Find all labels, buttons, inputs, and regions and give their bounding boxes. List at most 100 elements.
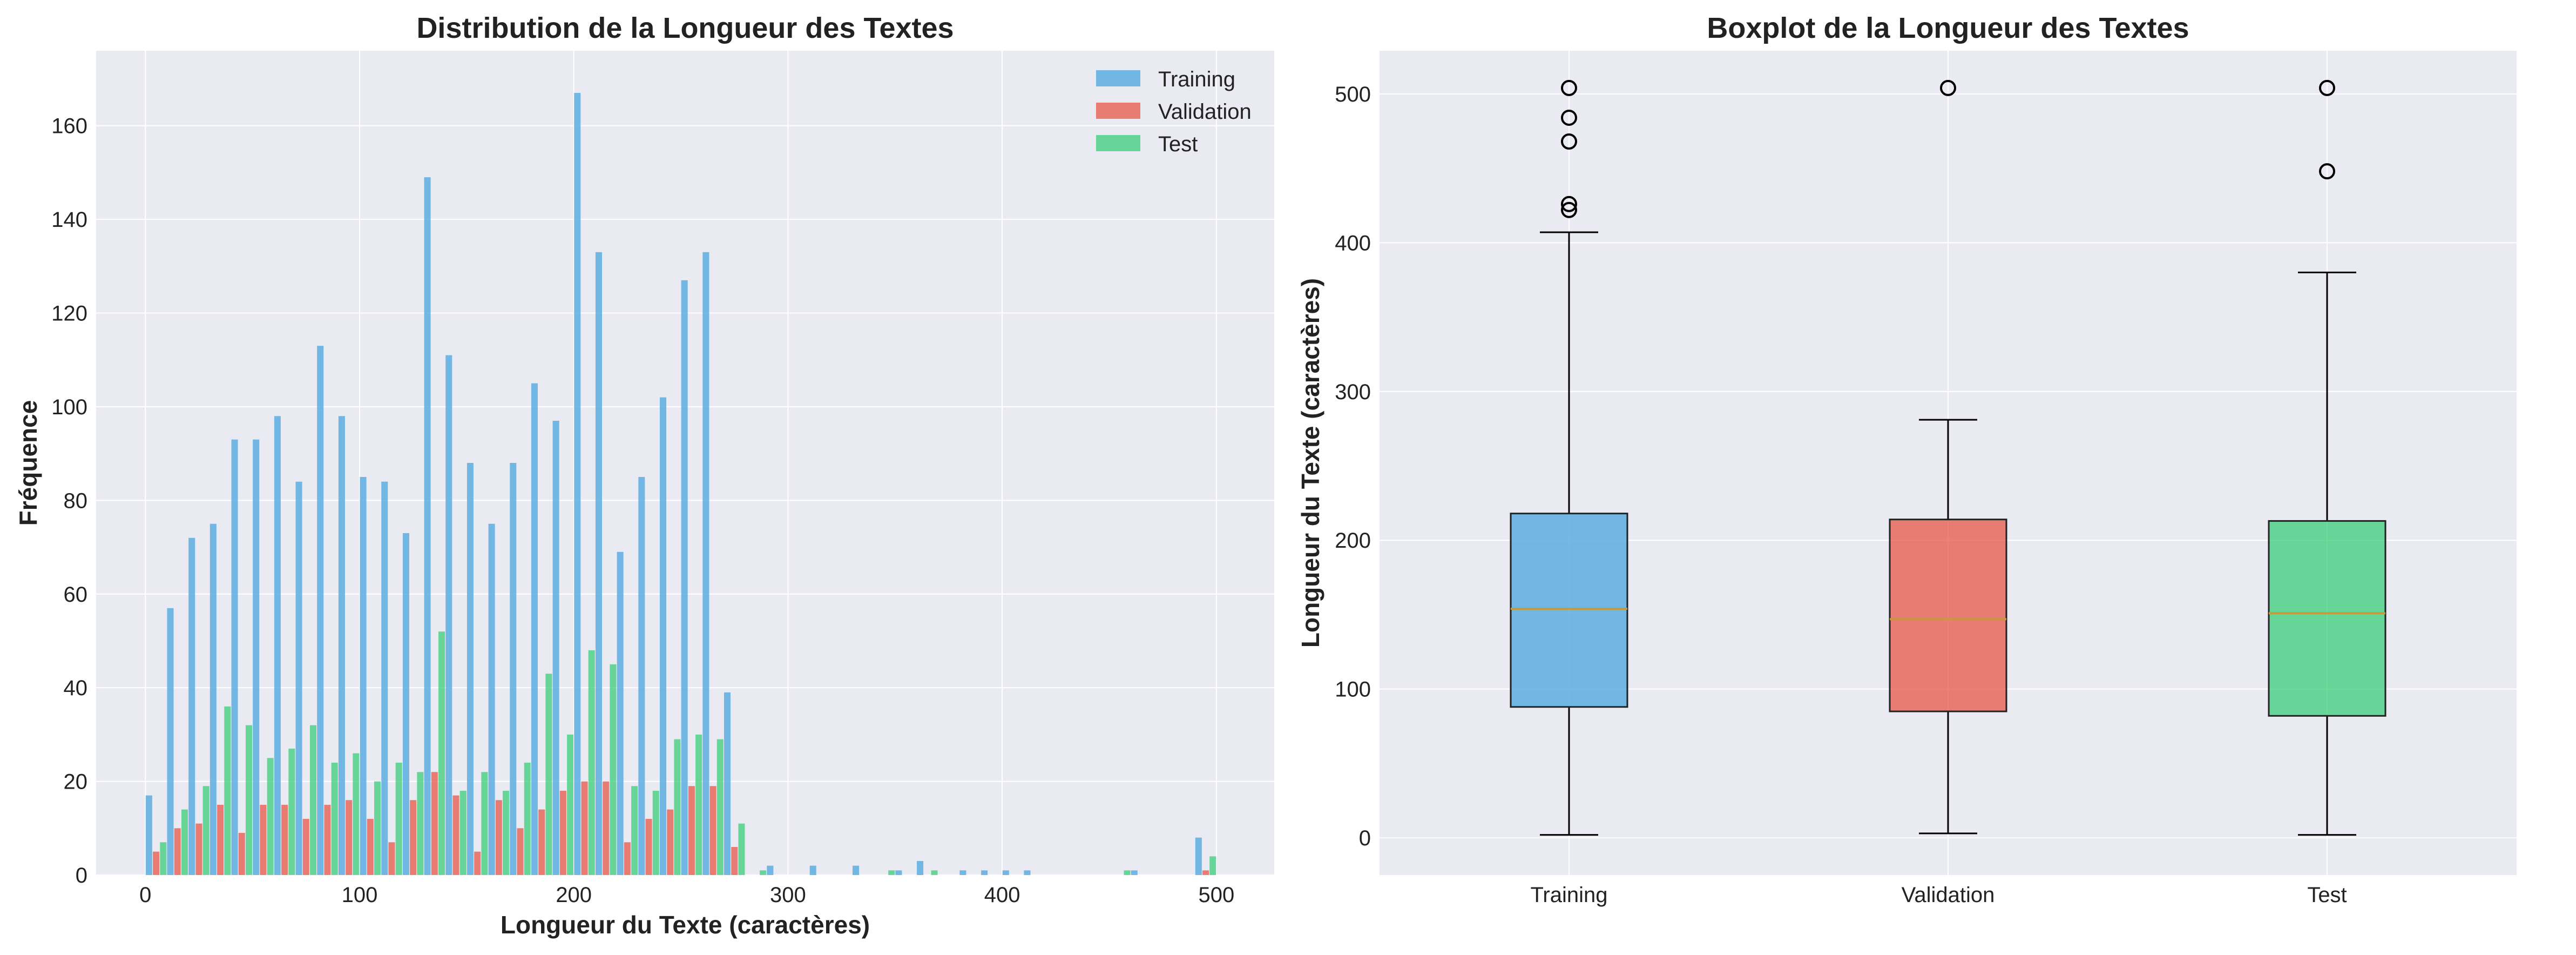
bar-test bbox=[417, 772, 424, 875]
box-test bbox=[2268, 79, 2386, 836]
bar-training bbox=[617, 552, 624, 875]
box-body bbox=[1889, 519, 2007, 712]
histogram-y-axis-label: Fréquence bbox=[14, 400, 42, 526]
boxplot-y-axis-label: Longueur du Texte (caractères) bbox=[1296, 278, 1324, 648]
y-tick-label: 0 bbox=[76, 864, 87, 887]
bar-training bbox=[510, 463, 517, 875]
y-tick-label: 40 bbox=[64, 676, 88, 700]
y-tick-label: 160 bbox=[51, 115, 87, 138]
bar-test bbox=[695, 734, 702, 875]
bar-test bbox=[524, 762, 531, 875]
bar-test bbox=[331, 762, 338, 875]
bar-training bbox=[917, 860, 924, 875]
y-tick-label: 80 bbox=[64, 489, 88, 513]
bar-training bbox=[702, 252, 709, 875]
bar-training bbox=[209, 523, 217, 875]
bar-training bbox=[445, 355, 452, 875]
legend-swatch-training bbox=[1096, 70, 1140, 86]
bar-training bbox=[145, 795, 152, 875]
y-tick-label: 200 bbox=[1335, 529, 1371, 553]
bar-validation bbox=[346, 800, 353, 875]
x-tick-label: Validation bbox=[1902, 883, 1995, 907]
bar-training bbox=[895, 870, 902, 875]
bar-test bbox=[1124, 870, 1131, 875]
bar-training bbox=[424, 177, 431, 875]
bar-training bbox=[274, 416, 281, 875]
y-tick-label: 60 bbox=[64, 583, 88, 607]
boxplot-title: Boxplot de la Longueur des Textes bbox=[1707, 12, 2189, 44]
bar-test bbox=[288, 748, 295, 875]
bar-training bbox=[724, 692, 731, 875]
bar-test bbox=[181, 809, 188, 875]
histogram-x-axis-label: Longueur du Texte (caractères) bbox=[501, 911, 870, 939]
histogram-panel: 0 20 40 60 80 100 120 140 160 0 100 200 300 400 500 Di… bbox=[14, 12, 1274, 939]
outlier-point bbox=[1561, 196, 1577, 212]
y-tick-label: 0 bbox=[1359, 826, 1371, 850]
bar-training bbox=[1131, 870, 1138, 875]
bar-training bbox=[381, 481, 388, 875]
bar-validation bbox=[495, 800, 502, 875]
y-tick-label: 300 bbox=[1335, 380, 1371, 404]
y-tick-label: 400 bbox=[1335, 231, 1371, 255]
bar-training bbox=[295, 481, 302, 875]
legend-label-validation: Validation bbox=[1158, 100, 1252, 124]
outlier-point bbox=[1561, 133, 1577, 150]
bar-training bbox=[767, 865, 774, 875]
bar-validation bbox=[1202, 870, 1209, 875]
bar-validation bbox=[538, 809, 545, 875]
bar-test bbox=[438, 631, 445, 875]
bar-test bbox=[459, 790, 466, 875]
bar-training bbox=[959, 870, 966, 875]
outlier-point bbox=[1561, 109, 1577, 126]
bar-validation bbox=[410, 800, 417, 875]
bar-validation bbox=[452, 795, 459, 875]
bar-training bbox=[659, 397, 667, 875]
x-tick-label: 500 bbox=[1199, 883, 1235, 907]
bar-validation bbox=[367, 818, 374, 875]
y-tick-label: 20 bbox=[64, 770, 88, 794]
bar-training bbox=[402, 533, 409, 875]
bar-training bbox=[317, 346, 324, 875]
bar-training bbox=[167, 608, 174, 875]
boxplot-boxes bbox=[1510, 79, 2386, 836]
bar-training bbox=[638, 477, 645, 875]
bar-training bbox=[466, 463, 474, 875]
y-tick-label: 500 bbox=[1335, 83, 1371, 106]
bar-test bbox=[631, 786, 638, 875]
bar-training bbox=[595, 252, 603, 875]
histogram-legend: Training Validation Test bbox=[1096, 68, 1252, 156]
x-tick-label: Training bbox=[1530, 883, 1607, 907]
bar-validation bbox=[688, 786, 695, 875]
bar-validation bbox=[388, 842, 395, 875]
outlier-point bbox=[1561, 79, 1577, 96]
bar-test bbox=[374, 781, 381, 875]
bar-validation bbox=[174, 828, 181, 875]
bar-validation bbox=[731, 846, 738, 875]
bar-test bbox=[160, 842, 167, 875]
legend-label-test: Test bbox=[1158, 132, 1198, 156]
boxplot-panel: 0 100 200 300 400 500 Training Validation Test B… bbox=[1296, 12, 2517, 907]
bar-training bbox=[188, 537, 195, 875]
bar-test bbox=[202, 786, 209, 875]
bar-validation bbox=[324, 804, 331, 875]
bar-test bbox=[1209, 856, 1216, 875]
x-tick-label: Test bbox=[2307, 883, 2347, 907]
y-tick-label: 100 bbox=[51, 395, 87, 419]
y-tick-label: 120 bbox=[51, 302, 87, 326]
bar-training bbox=[338, 416, 345, 875]
bar-training bbox=[981, 870, 988, 875]
bar-validation bbox=[281, 804, 288, 875]
bar-test bbox=[309, 725, 317, 875]
bar-training bbox=[809, 865, 816, 875]
histogram-bars bbox=[145, 93, 1216, 876]
bar-validation bbox=[709, 786, 716, 875]
bar-training bbox=[853, 865, 860, 875]
bar-test bbox=[588, 650, 595, 875]
bar-validation bbox=[474, 851, 481, 875]
legend-label-training: Training bbox=[1158, 68, 1235, 91]
bar-test bbox=[931, 870, 938, 875]
bar-validation bbox=[667, 809, 674, 875]
x-tick-label: 300 bbox=[770, 883, 806, 907]
bar-validation bbox=[431, 772, 438, 875]
